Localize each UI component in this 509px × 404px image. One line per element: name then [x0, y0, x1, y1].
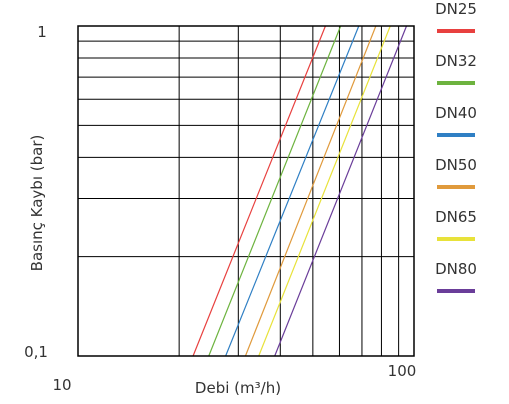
legend-swatch-dn80 [437, 289, 475, 293]
legend-label-dn32: DN32 [435, 52, 477, 70]
x-axis-label: Debi (m³/h) [195, 379, 281, 397]
legend-label-dn25: DN25 [435, 0, 477, 18]
legend-label-dn50: DN50 [435, 156, 477, 174]
series-line-dn65 [258, 25, 391, 357]
legend-swatch-dn25 [437, 29, 475, 33]
legend-swatch-dn50 [437, 185, 475, 189]
legend-swatch-dn32 [437, 81, 475, 85]
series-line-dn80 [274, 25, 408, 357]
series-lines [192, 25, 408, 357]
legend-label-dn65: DN65 [435, 208, 477, 226]
legend-swatch-dn40 [437, 133, 475, 137]
grid [78, 26, 414, 356]
x-tick-label-right: 100 [388, 362, 417, 380]
y-axis-label: Basınç Kaybı (bar) [28, 135, 46, 272]
legend: DN25 DN32 DN40 DN50 DN65 DN80 [435, 0, 477, 293]
series-line-dn50 [244, 25, 377, 357]
series-line-dn25 [192, 25, 326, 357]
legend-label-dn80: DN80 [435, 260, 477, 278]
plot-frame [77, 25, 415, 357]
y-tick-label-top: 1 [37, 23, 47, 41]
x-tick-label-left: 10 [52, 376, 71, 394]
series-line-dn32 [208, 25, 342, 357]
series-line-dn40 [225, 25, 360, 357]
legend-swatch-dn65 [437, 237, 475, 241]
y-tick-label-bottom: 0,1 [24, 343, 48, 361]
legend-label-dn40: DN40 [435, 104, 477, 122]
